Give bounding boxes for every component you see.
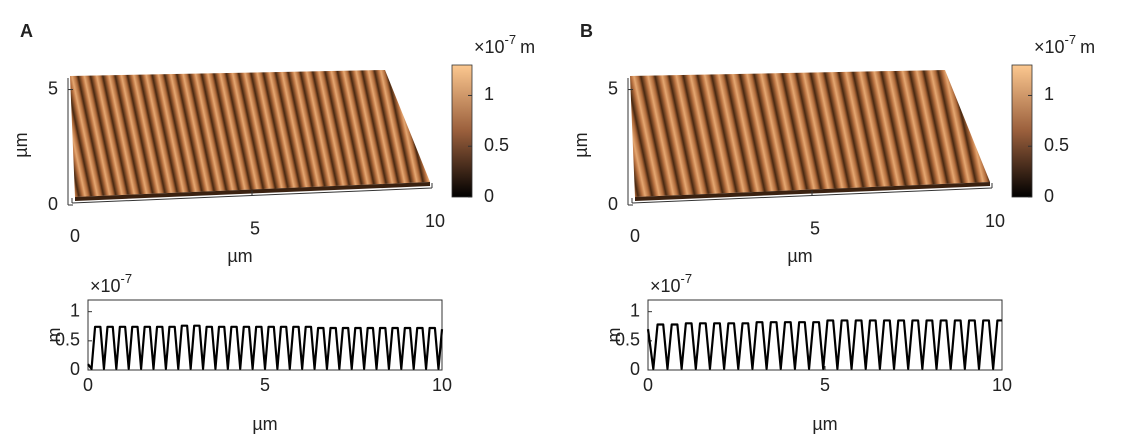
y-axis-label: m [44, 328, 64, 343]
x-axis-label: µm [787, 246, 812, 266]
colorbar-tick-label: 0 [1044, 186, 1054, 206]
surface-a [70, 65, 472, 201]
y-tick-label: 1 [630, 300, 640, 320]
y-axis-label: m [604, 328, 624, 343]
y-tick-label: 5 [608, 78, 618, 98]
y-tick-label: 0 [48, 194, 58, 214]
colorbar-tick-label: 0.5 [1044, 135, 1069, 155]
scale-label: ×10-7 [650, 271, 692, 295]
y-tick-label: 0 [70, 359, 80, 379]
colorbar-tick-label: 0.5 [484, 135, 509, 155]
scale-exponent: -7 [1065, 32, 1077, 47]
x-axis-label: µm [812, 414, 837, 434]
scale-base: ×10 [90, 276, 121, 296]
scale-label: ×10-7 [90, 271, 132, 295]
y-tick-label: 1 [70, 300, 80, 320]
colorbar-tick-label: 1 [1044, 84, 1054, 104]
x-tick-label: 10 [992, 375, 1012, 395]
profile-line [88, 326, 442, 369]
x-tick-label: 10 [432, 375, 452, 395]
x-tick-label: 0 [630, 226, 640, 246]
panel-label: B [580, 21, 593, 41]
x-tick-label: 0 [83, 375, 93, 395]
x-tick-label: 10 [425, 211, 445, 231]
scale-unit: m [1080, 37, 1095, 57]
x-tick-label: 5 [820, 375, 830, 395]
y-tick-label: 0 [630, 359, 640, 379]
scale-exponent: -7 [121, 271, 133, 286]
panel-label: A [20, 21, 33, 41]
x-tick-label: 10 [985, 211, 1005, 231]
scale-base: ×10 [1034, 37, 1065, 57]
x-tick-label: 0 [70, 226, 80, 246]
scale-base: ×10 [650, 276, 681, 296]
scale-exponent: -7 [505, 32, 517, 47]
scale-base: ×10 [474, 37, 505, 57]
y-tick-label: 0 [608, 194, 618, 214]
colorbar-tick-label: 0 [484, 186, 494, 206]
profile-line [648, 320, 1002, 368]
x-tick-label: 5 [250, 218, 260, 238]
x-tick-label: 5 [810, 218, 820, 238]
figure: A0510µm05µm00.51×10-7m051000.51µmm×10-7B… [0, 0, 1123, 436]
x-tick-label: 0 [643, 375, 653, 395]
y-tick-label: 5 [48, 78, 58, 98]
scale-unit: m [520, 37, 535, 57]
y-axis-label: µm [571, 132, 591, 157]
x-tick-label: 5 [260, 375, 270, 395]
scale-exponent: -7 [681, 271, 693, 286]
x-axis-label: µm [252, 414, 277, 434]
colorbar-tick-label: 1 [484, 84, 494, 104]
surface-b [630, 65, 1032, 201]
y-axis-label: µm [11, 132, 31, 157]
x-axis-label: µm [227, 246, 252, 266]
